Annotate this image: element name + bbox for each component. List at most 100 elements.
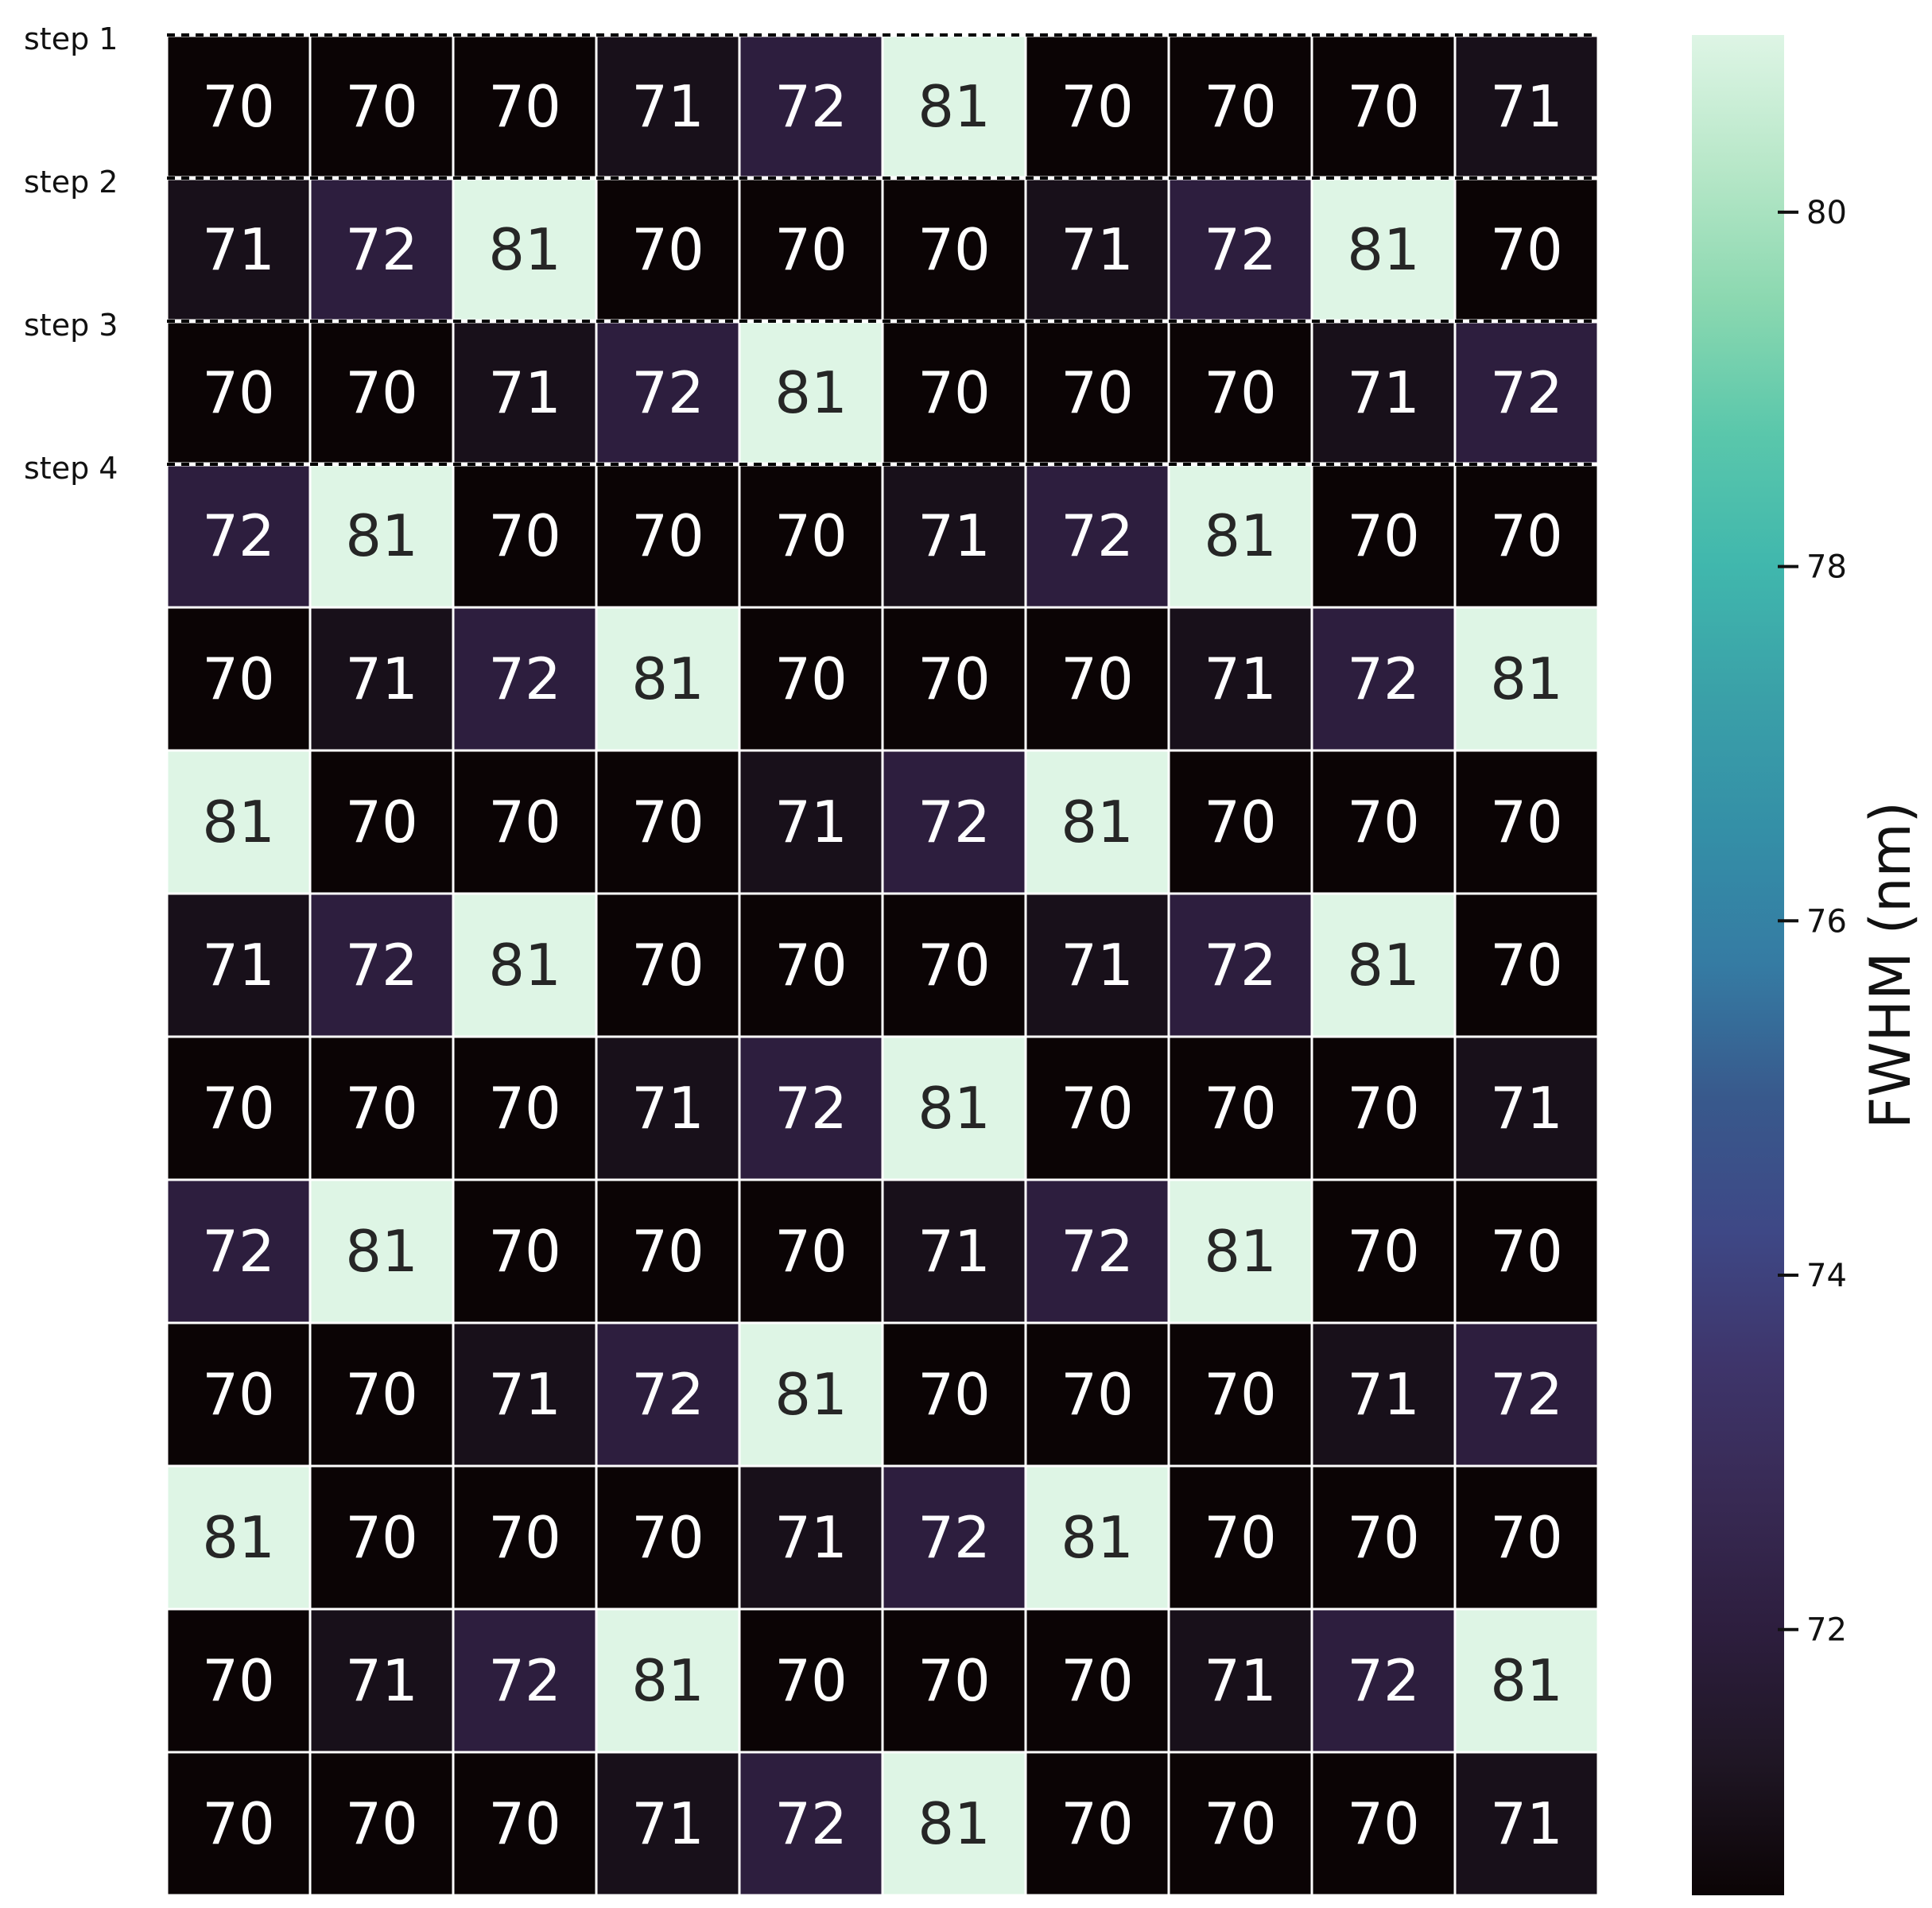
cell-value-label: 70 bbox=[774, 1218, 848, 1285]
heatmap-cell bbox=[165, 320, 312, 466]
heatmap-cell bbox=[881, 892, 1027, 1038]
cell-value-label: 72 bbox=[1204, 216, 1277, 283]
cell-value-label: 70 bbox=[488, 1504, 561, 1571]
heatmap-cell bbox=[1167, 1178, 1313, 1324]
heatmap-cell bbox=[881, 1321, 1027, 1468]
cell-value-label: 72 bbox=[1061, 1218, 1134, 1285]
cell-value-label: 72 bbox=[1490, 359, 1563, 426]
cell-value-label: 70 bbox=[1061, 73, 1134, 140]
cell-value-label: 81 bbox=[918, 73, 991, 140]
cell-value-label: 71 bbox=[202, 216, 275, 283]
cell-value-label: 70 bbox=[1061, 646, 1134, 712]
heatmap-cell bbox=[1024, 1035, 1170, 1181]
heatmap-cell bbox=[1024, 1321, 1170, 1468]
heatmap-cell bbox=[595, 1321, 741, 1468]
heatmap-cell bbox=[1167, 606, 1313, 752]
colorbar-tick-label: 74 bbox=[1806, 1258, 1847, 1294]
heatmap-cell bbox=[1453, 1751, 1600, 1897]
heatmap-cell bbox=[308, 1464, 455, 1611]
heatmap-cell bbox=[308, 33, 455, 180]
heatmap-cell bbox=[881, 1607, 1027, 1754]
heatmap-cell bbox=[165, 892, 312, 1038]
cell-value-label: 72 bbox=[1490, 1361, 1563, 1428]
heatmap-cell bbox=[452, 1607, 598, 1754]
heatmap-cell bbox=[165, 1178, 312, 1324]
heatmap-cell bbox=[1310, 1607, 1457, 1754]
cell-value-label: 72 bbox=[202, 1218, 275, 1285]
heatmap-cell bbox=[1310, 1035, 1457, 1181]
heatmap-cell bbox=[881, 749, 1027, 895]
heatmap-cell bbox=[1024, 1751, 1170, 1897]
heatmap-cell bbox=[452, 320, 598, 466]
cell-value-label: 81 bbox=[1204, 502, 1277, 569]
cell-value-label: 70 bbox=[631, 502, 704, 569]
heatmap-cell bbox=[308, 176, 455, 323]
heatmap-cell bbox=[1310, 1178, 1457, 1324]
cell-value-label: 81 bbox=[918, 1790, 991, 1857]
cell-value-label: 71 bbox=[345, 646, 418, 712]
cell-value-label: 70 bbox=[488, 789, 561, 855]
cell-value-label: 81 bbox=[918, 1075, 991, 1142]
cell-value-label: 70 bbox=[1490, 789, 1563, 855]
heatmap-cell bbox=[1453, 33, 1600, 180]
cell-value-label: 70 bbox=[1061, 359, 1134, 426]
cell-value-label: 72 bbox=[918, 789, 991, 855]
heatmap-cell bbox=[1310, 176, 1457, 323]
cell-value-label: 70 bbox=[488, 1790, 561, 1857]
heatmap-cell bbox=[1024, 176, 1170, 323]
cell-value-label: 70 bbox=[631, 789, 704, 855]
cell-value-label: 70 bbox=[1061, 1075, 1134, 1142]
cell-value-label: 70 bbox=[1347, 789, 1420, 855]
heatmap-cell bbox=[1310, 1751, 1457, 1897]
heatmap-cell bbox=[738, 1321, 884, 1468]
cell-value-label: 72 bbox=[488, 1647, 561, 1714]
cell-value-label: 81 bbox=[345, 1218, 418, 1285]
cell-value-label: 71 bbox=[1490, 73, 1563, 140]
row-labels: step 1 step 2 step 3 step 4 bbox=[24, 21, 118, 486]
cell-value-label: 71 bbox=[1490, 1790, 1563, 1857]
cell-value-label: 70 bbox=[774, 1647, 848, 1714]
heatmap-cell bbox=[165, 1751, 312, 1897]
colorbar-tick-label: 78 bbox=[1806, 549, 1847, 586]
cell-value-label: 70 bbox=[918, 1647, 991, 1714]
cell-value-label: 72 bbox=[631, 1361, 704, 1428]
cell-value-label: 70 bbox=[1490, 1504, 1563, 1571]
step-label: step 3 bbox=[24, 308, 118, 343]
heatmap-cell bbox=[881, 1751, 1027, 1897]
heatmap-cell bbox=[881, 606, 1027, 752]
heatmap-cell bbox=[881, 176, 1027, 323]
cell-value-label: 70 bbox=[1204, 789, 1277, 855]
cell-value-label: 70 bbox=[918, 932, 991, 999]
heatmap-cell bbox=[1310, 1321, 1457, 1468]
cell-value-label: 72 bbox=[1347, 1647, 1420, 1714]
cell-value-label: 71 bbox=[202, 932, 275, 999]
colorbar-tick-label: 80 bbox=[1806, 195, 1847, 231]
heatmap-cell bbox=[595, 1178, 741, 1324]
cell-value-label: 70 bbox=[1490, 1218, 1563, 1285]
heatmap-cell bbox=[881, 33, 1027, 180]
cell-value-label: 70 bbox=[202, 359, 275, 426]
colorbar-tick-label: 76 bbox=[1806, 903, 1847, 940]
heatmap-cell bbox=[1453, 1464, 1600, 1611]
cell-value-label: 70 bbox=[631, 932, 704, 999]
heatmap-cell bbox=[1453, 1178, 1600, 1324]
cell-value-label: 81 bbox=[488, 932, 561, 999]
cell-value-label: 71 bbox=[488, 359, 561, 426]
colorbar-label: FWHM (nm) bbox=[1858, 801, 1923, 1129]
colorbar-ticks: 72 74 76 78 80 bbox=[1778, 195, 1847, 1649]
heatmap-cell bbox=[1167, 1751, 1313, 1897]
heatmap-cell bbox=[452, 606, 598, 752]
heatmap-cell bbox=[1310, 606, 1457, 752]
heatmap-cells: 70 70 70 71 72 81 70 70 70 71 71 72 81 70 70 70 71 72 81 70… bbox=[165, 33, 1600, 1897]
cell-value-label: 70 bbox=[1347, 1218, 1420, 1285]
cell-value-label: 71 bbox=[774, 1504, 848, 1571]
cell-value-label: 70 bbox=[1204, 73, 1277, 140]
heatmap-cell bbox=[738, 1464, 884, 1611]
cell-value-label: 81 bbox=[1061, 789, 1134, 855]
cell-value-label: 71 bbox=[345, 1647, 418, 1714]
heatmap-cell bbox=[308, 1607, 455, 1754]
heatmap-cell bbox=[1310, 749, 1457, 895]
heatmap-cell bbox=[165, 33, 312, 180]
cell-value-label: 70 bbox=[1061, 1647, 1134, 1714]
